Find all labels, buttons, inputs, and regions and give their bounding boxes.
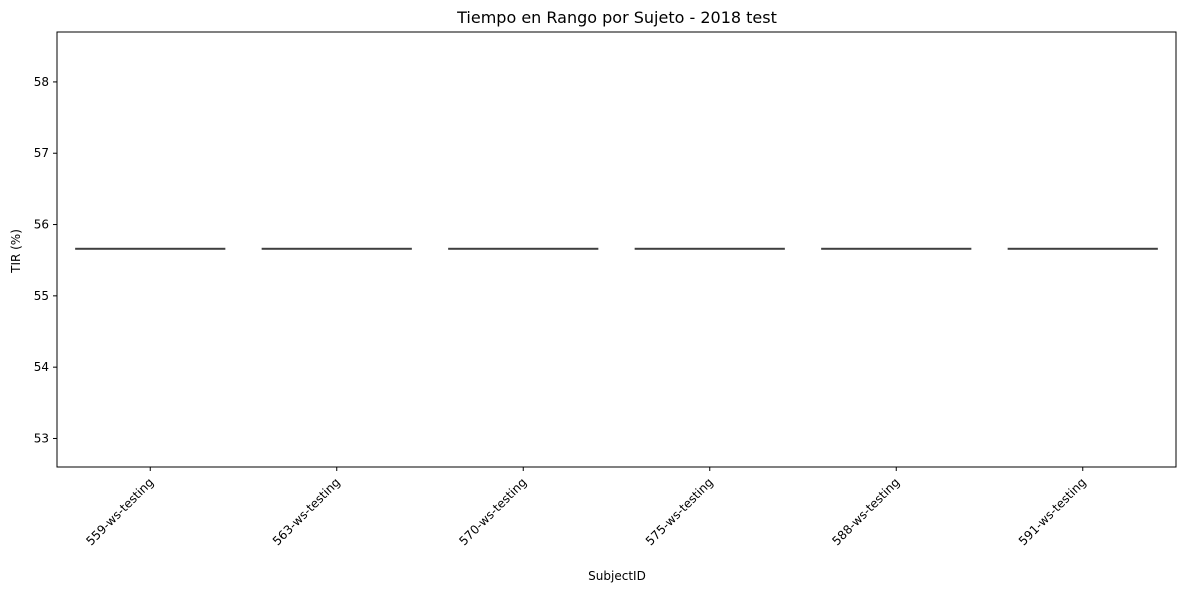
x-tick-label: 588-ws-testing xyxy=(829,475,902,548)
chart-title: Tiempo en Rango por Sujeto - 2018 test xyxy=(456,8,777,27)
x-tick-label: 563-ws-testing xyxy=(270,475,343,548)
x-tick-label: 559-ws-testing xyxy=(83,475,156,548)
y-axis-label: TIR (%) xyxy=(9,229,23,274)
x-axis: 559-ws-testing 563-ws-testing 570-ws-testi… xyxy=(83,467,1089,548)
plot-frame xyxy=(56,31,1177,468)
y-tick-label: 56 xyxy=(34,218,49,232)
y-tick-label: 53 xyxy=(34,431,49,445)
y-tick-label: 55 xyxy=(34,289,49,303)
y-axis: 53 54 55 56 57 58 xyxy=(34,75,57,445)
y-tick-label: 58 xyxy=(34,75,49,89)
x-tick-label: 570-ws-testing xyxy=(456,475,529,548)
y-tick-label: 54 xyxy=(34,360,49,374)
x-axis-label: SubjectID xyxy=(588,569,646,583)
x-tick-label: 591-ws-testing xyxy=(1016,475,1089,548)
plot-area xyxy=(56,31,1177,468)
plot-background xyxy=(57,32,1176,467)
y-tick-label: 57 xyxy=(34,146,49,160)
x-tick-label: 575-ws-testing xyxy=(643,475,716,548)
boxes xyxy=(75,247,1158,250)
